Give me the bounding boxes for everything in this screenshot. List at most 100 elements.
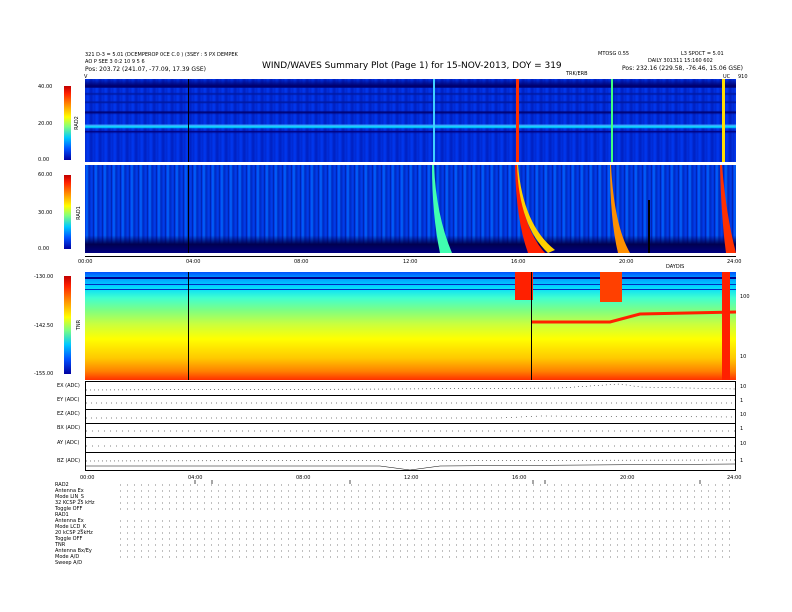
time-tick-label: 08:00 xyxy=(294,259,309,265)
trace-frame xyxy=(85,381,736,470)
rad2-ytick: 40.00 xyxy=(38,84,53,90)
info-line: Antenna Ex xyxy=(55,518,84,524)
trace-right-tick: 10 xyxy=(740,441,747,447)
tnr-colorbar xyxy=(64,276,71,374)
trace-right-tick: 10 xyxy=(740,384,747,390)
time-tick-label: 16:00 xyxy=(511,259,526,265)
tnr-right-tick: 10 xyxy=(740,354,747,360)
rad1-burst xyxy=(432,165,452,253)
trace-right-tick: 1 xyxy=(740,458,744,464)
rad1-ytick: 0.00 xyxy=(38,246,50,252)
time-tick-label-lower: 08:00 xyxy=(296,475,311,481)
trace-ex xyxy=(85,383,736,391)
rad1-burst xyxy=(515,165,545,253)
time-tick-label: 00:00 xyxy=(78,259,93,265)
info-line: RAD1 xyxy=(55,512,69,518)
trace-label: EX (ADC) xyxy=(57,383,80,389)
rad1-burst xyxy=(517,165,555,253)
tnr-hot xyxy=(722,272,730,380)
rad2-event xyxy=(722,79,725,162)
info-line: 32 KCSP 25 kHz xyxy=(55,500,95,506)
rad1-gap xyxy=(188,165,189,253)
rad2-colorbar xyxy=(64,86,71,160)
trace-label: BX (ADC) xyxy=(57,425,81,431)
time-tick-label-lower: 00:00 xyxy=(80,475,95,481)
info-line: 20 kCSP 25kHz xyxy=(55,530,93,536)
rad2-event xyxy=(516,79,519,162)
rad1-ytick: 60.00 xyxy=(38,172,53,178)
rad1-gap xyxy=(648,200,650,253)
trace-bottom-border xyxy=(85,470,736,471)
page-title: WIND/WAVES Summary Plot (Page 1) for 15-… xyxy=(262,61,562,71)
trace-row-line xyxy=(85,437,736,438)
rad1-burst xyxy=(610,165,630,253)
rad2-ytick: 0.00 xyxy=(38,157,50,163)
trace-row-line xyxy=(85,409,736,410)
header-left-line2: AO P SEE 3 0:2 10 9 5 6 xyxy=(85,59,145,65)
time-tick-label: 24:00 xyxy=(727,259,742,265)
tnr-ytick: -142.50 xyxy=(34,323,54,329)
rad1-spectrogram xyxy=(85,165,736,253)
tnr-right-tick: 100 xyxy=(740,294,750,300)
position-right: Pos: 232.16 (229.58, -76.46, 15.06 GSE) xyxy=(622,65,744,72)
time-tick-label: 20:00 xyxy=(619,259,634,265)
rad2-ytick: 20.00 xyxy=(38,121,53,127)
upper-time-axis xyxy=(85,256,736,257)
rad2-spectrogram xyxy=(85,79,736,162)
trace-label: AY (ADC) xyxy=(57,440,80,446)
tnr-band xyxy=(85,284,736,285)
tnr-ytick: -155.00 xyxy=(34,371,54,377)
position-left: Pos: 203.72 (241.07, -77.09, 17.39 GSE) xyxy=(85,66,207,73)
info-line: Antenna Ex xyxy=(55,488,84,494)
trace-row-line xyxy=(85,395,736,396)
tnr-ytick: -130.00 xyxy=(34,274,54,280)
rad2-gap xyxy=(188,79,189,162)
info-line: Antenna Bx/Ey xyxy=(55,548,92,554)
time-tick-label: 12:00 xyxy=(403,259,418,265)
tnr-band xyxy=(85,289,736,290)
rad2-event xyxy=(611,79,613,162)
header-left-line1: 321 D-3 = 5.01 (DCEMPEROP 0CE C.0 ) (3SE… xyxy=(85,52,238,58)
tracker-label: TRK/ERB xyxy=(566,71,588,77)
tnr-gap xyxy=(531,272,532,380)
trace-row-line xyxy=(85,423,736,424)
tnr-band xyxy=(85,277,736,279)
info-line: RAD2 xyxy=(55,482,69,488)
header-right-top-a: MTOSG 0.55 xyxy=(598,51,630,57)
header-right-top-b: L3 SPOCT = 5.01 xyxy=(681,51,724,57)
time-tick-label-lower: 24:00 xyxy=(727,475,742,481)
trace-bz-dots xyxy=(85,459,736,462)
time-tick-label-lower: 16:00 xyxy=(512,475,527,481)
info-line: Mode LCD_K xyxy=(55,524,87,530)
info-line: Mode LIN_S xyxy=(55,494,84,500)
time-tick-label: 04:00 xyxy=(186,259,201,265)
corner-right: 910 xyxy=(738,74,748,80)
rad1-ytick: 30.00 xyxy=(38,210,53,216)
trace-label: EZ (ADC) xyxy=(57,411,80,417)
info-line: TNR xyxy=(55,542,66,548)
marker-uc: UC xyxy=(723,74,731,80)
rad1-colorbar xyxy=(64,175,71,249)
trace-label: BZ (ADC) xyxy=(57,458,81,464)
marker-v-left: V xyxy=(84,74,88,80)
info-line: Mode A/D xyxy=(55,554,80,560)
rad1-burst xyxy=(720,165,736,253)
trace-row-line xyxy=(85,452,736,453)
time-tick-label-lower: 20:00 xyxy=(620,475,635,481)
time-tick-label-lower: 12:00 xyxy=(404,475,419,481)
trace-label: EY (ADC) xyxy=(57,397,80,403)
trace-bz xyxy=(86,463,736,471)
tnr-hot xyxy=(515,272,533,300)
info-line: Sweep A/D xyxy=(55,560,83,566)
info-line: Toggle OFF xyxy=(55,506,83,512)
trace-right-tick: 1 xyxy=(740,398,744,404)
tnr-hot xyxy=(600,272,622,302)
time-tick-label-lower: 04:00 xyxy=(188,475,203,481)
trace-top-border xyxy=(85,381,736,382)
info-line: Toggle OFF xyxy=(55,536,83,542)
tnr-right-label: DAYDIS xyxy=(666,264,685,270)
